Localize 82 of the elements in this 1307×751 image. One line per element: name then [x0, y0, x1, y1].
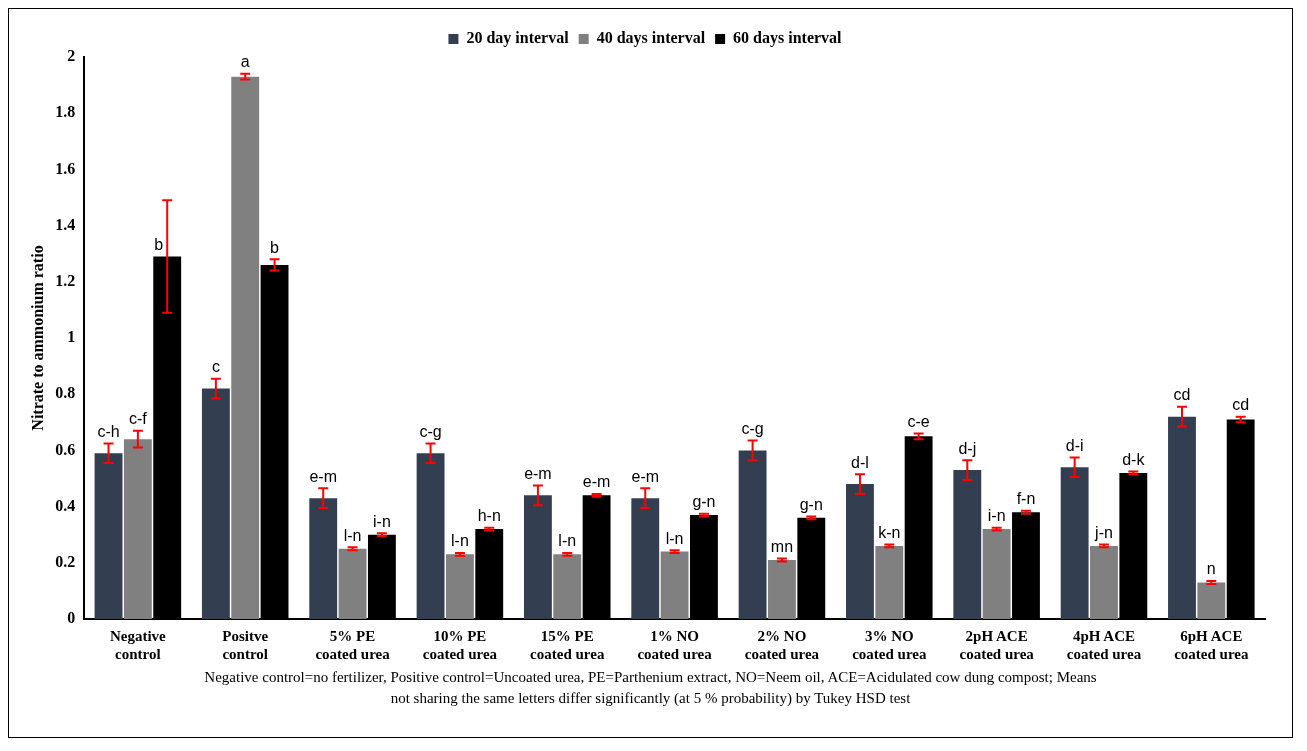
- data-label: b: [154, 235, 164, 253]
- bar: [846, 484, 874, 619]
- y-tick-label: 1.8: [55, 103, 76, 121]
- data-label: mn: [770, 537, 794, 555]
- data-label: d-l: [851, 453, 869, 471]
- bar: [338, 548, 367, 619]
- y-tick-label: 0.6: [55, 440, 76, 458]
- bar: [523, 495, 552, 619]
- data-label: cd: [1232, 396, 1250, 414]
- bar: [416, 453, 445, 619]
- data-label: b: [270, 238, 280, 256]
- data-label: h-n: [477, 507, 501, 525]
- x-tick-label: Negative control: [109, 627, 167, 662]
- text: Negative control=no fertilizer, Positive control=Uncoated urea, PE=Parthenium extract, NO=Neem oil, ACE=Acidulated cow dung compost; Means not sharing the same letters differ significantly (at 5 % probability) by Tukey HSD test: [203, 668, 1098, 708]
- data-label: c-g: [741, 419, 764, 437]
- data-label: l-n: [343, 526, 362, 544]
- y-tick-label: 1.2: [55, 271, 76, 289]
- legend-label: 20 day interval: [466, 29, 570, 48]
- bar: [631, 498, 660, 619]
- x-tick-label: 2pH ACE coated urea: [959, 627, 1035, 662]
- data-label: d-k: [1122, 450, 1146, 468]
- data-label: e-m: [582, 473, 611, 491]
- bar: [445, 554, 474, 619]
- bar: [1168, 416, 1196, 619]
- data-label: c: [211, 358, 220, 376]
- bar: [953, 470, 982, 619]
- data-label: c-f: [128, 410, 148, 428]
- bar: [123, 439, 152, 619]
- y-tick-label: 1.4: [55, 215, 76, 233]
- bar: [201, 388, 230, 619]
- data-label: e-m: [309, 467, 337, 485]
- x-tick-label: 4pH ACE coated urea: [1066, 627, 1142, 662]
- y-axis-title: Nitrate to ammonium ratio: [28, 245, 46, 431]
- y-tick-label: 0.8: [55, 384, 76, 402]
- bar: [982, 529, 1011, 619]
- y-tick-label: 2: [67, 47, 76, 65]
- bar: [553, 554, 582, 619]
- y-tick-label: 0: [67, 609, 76, 627]
- bar: [1090, 545, 1118, 619]
- data-label: e-m: [524, 464, 552, 482]
- data-label: cd: [1173, 386, 1191, 404]
- data-label: g-n: [799, 495, 823, 513]
- data-label: c-e: [907, 412, 930, 430]
- data-label: g-n: [692, 493, 716, 511]
- bar: [768, 559, 796, 619]
- bar: [1197, 582, 1226, 619]
- data-label: c-g: [419, 422, 442, 440]
- x-tick-label: 1% NO coated urea: [637, 627, 713, 662]
- data-label: k-n: [878, 523, 901, 541]
- data-label: d-i: [1065, 436, 1084, 454]
- bar: [875, 545, 904, 619]
- x-tick-label: 5% PE coated urea: [315, 627, 391, 662]
- bar: [738, 450, 767, 619]
- data-label: n: [1206, 560, 1216, 578]
- y-tick-label: 0.2: [55, 552, 76, 570]
- legend-label: 40 days interval: [596, 29, 706, 48]
- data-label: e-m: [631, 467, 660, 485]
- x-tick-label: 10% PE coated urea: [422, 627, 498, 662]
- data-label: i-n: [373, 512, 391, 530]
- y-tick-label: 1.6: [55, 159, 76, 177]
- x-tick-label: 6pH ACE coated urea: [1174, 627, 1249, 662]
- bar: [309, 498, 338, 619]
- data-label: c-h: [97, 422, 120, 440]
- x-tick-label: Positve control: [222, 627, 269, 662]
- data-label: f-n: [1016, 490, 1036, 508]
- x-tick-label: 3% NO coated urea: [852, 627, 927, 662]
- data-label: j-n: [1094, 523, 1113, 541]
- data-label: l-n: [665, 529, 684, 547]
- legend-label: 60 days interval: [733, 29, 843, 48]
- bar: [231, 76, 260, 619]
- x-tick-label: 15% PE coated urea: [530, 627, 605, 662]
- bar: [1060, 467, 1089, 619]
- bar: [660, 551, 689, 619]
- data-label: l-n: [558, 532, 577, 550]
- data-label: i-n: [987, 507, 1006, 525]
- data-label: l-n: [451, 532, 469, 550]
- x-tick-label: 2% NO coated urea: [744, 627, 820, 662]
- data-label: a: [240, 53, 250, 71]
- y-tick-label: 0.4: [55, 496, 76, 514]
- bar: [94, 453, 123, 619]
- y-tick-label: 1: [67, 328, 76, 346]
- data-label: d-j: [958, 439, 977, 457]
